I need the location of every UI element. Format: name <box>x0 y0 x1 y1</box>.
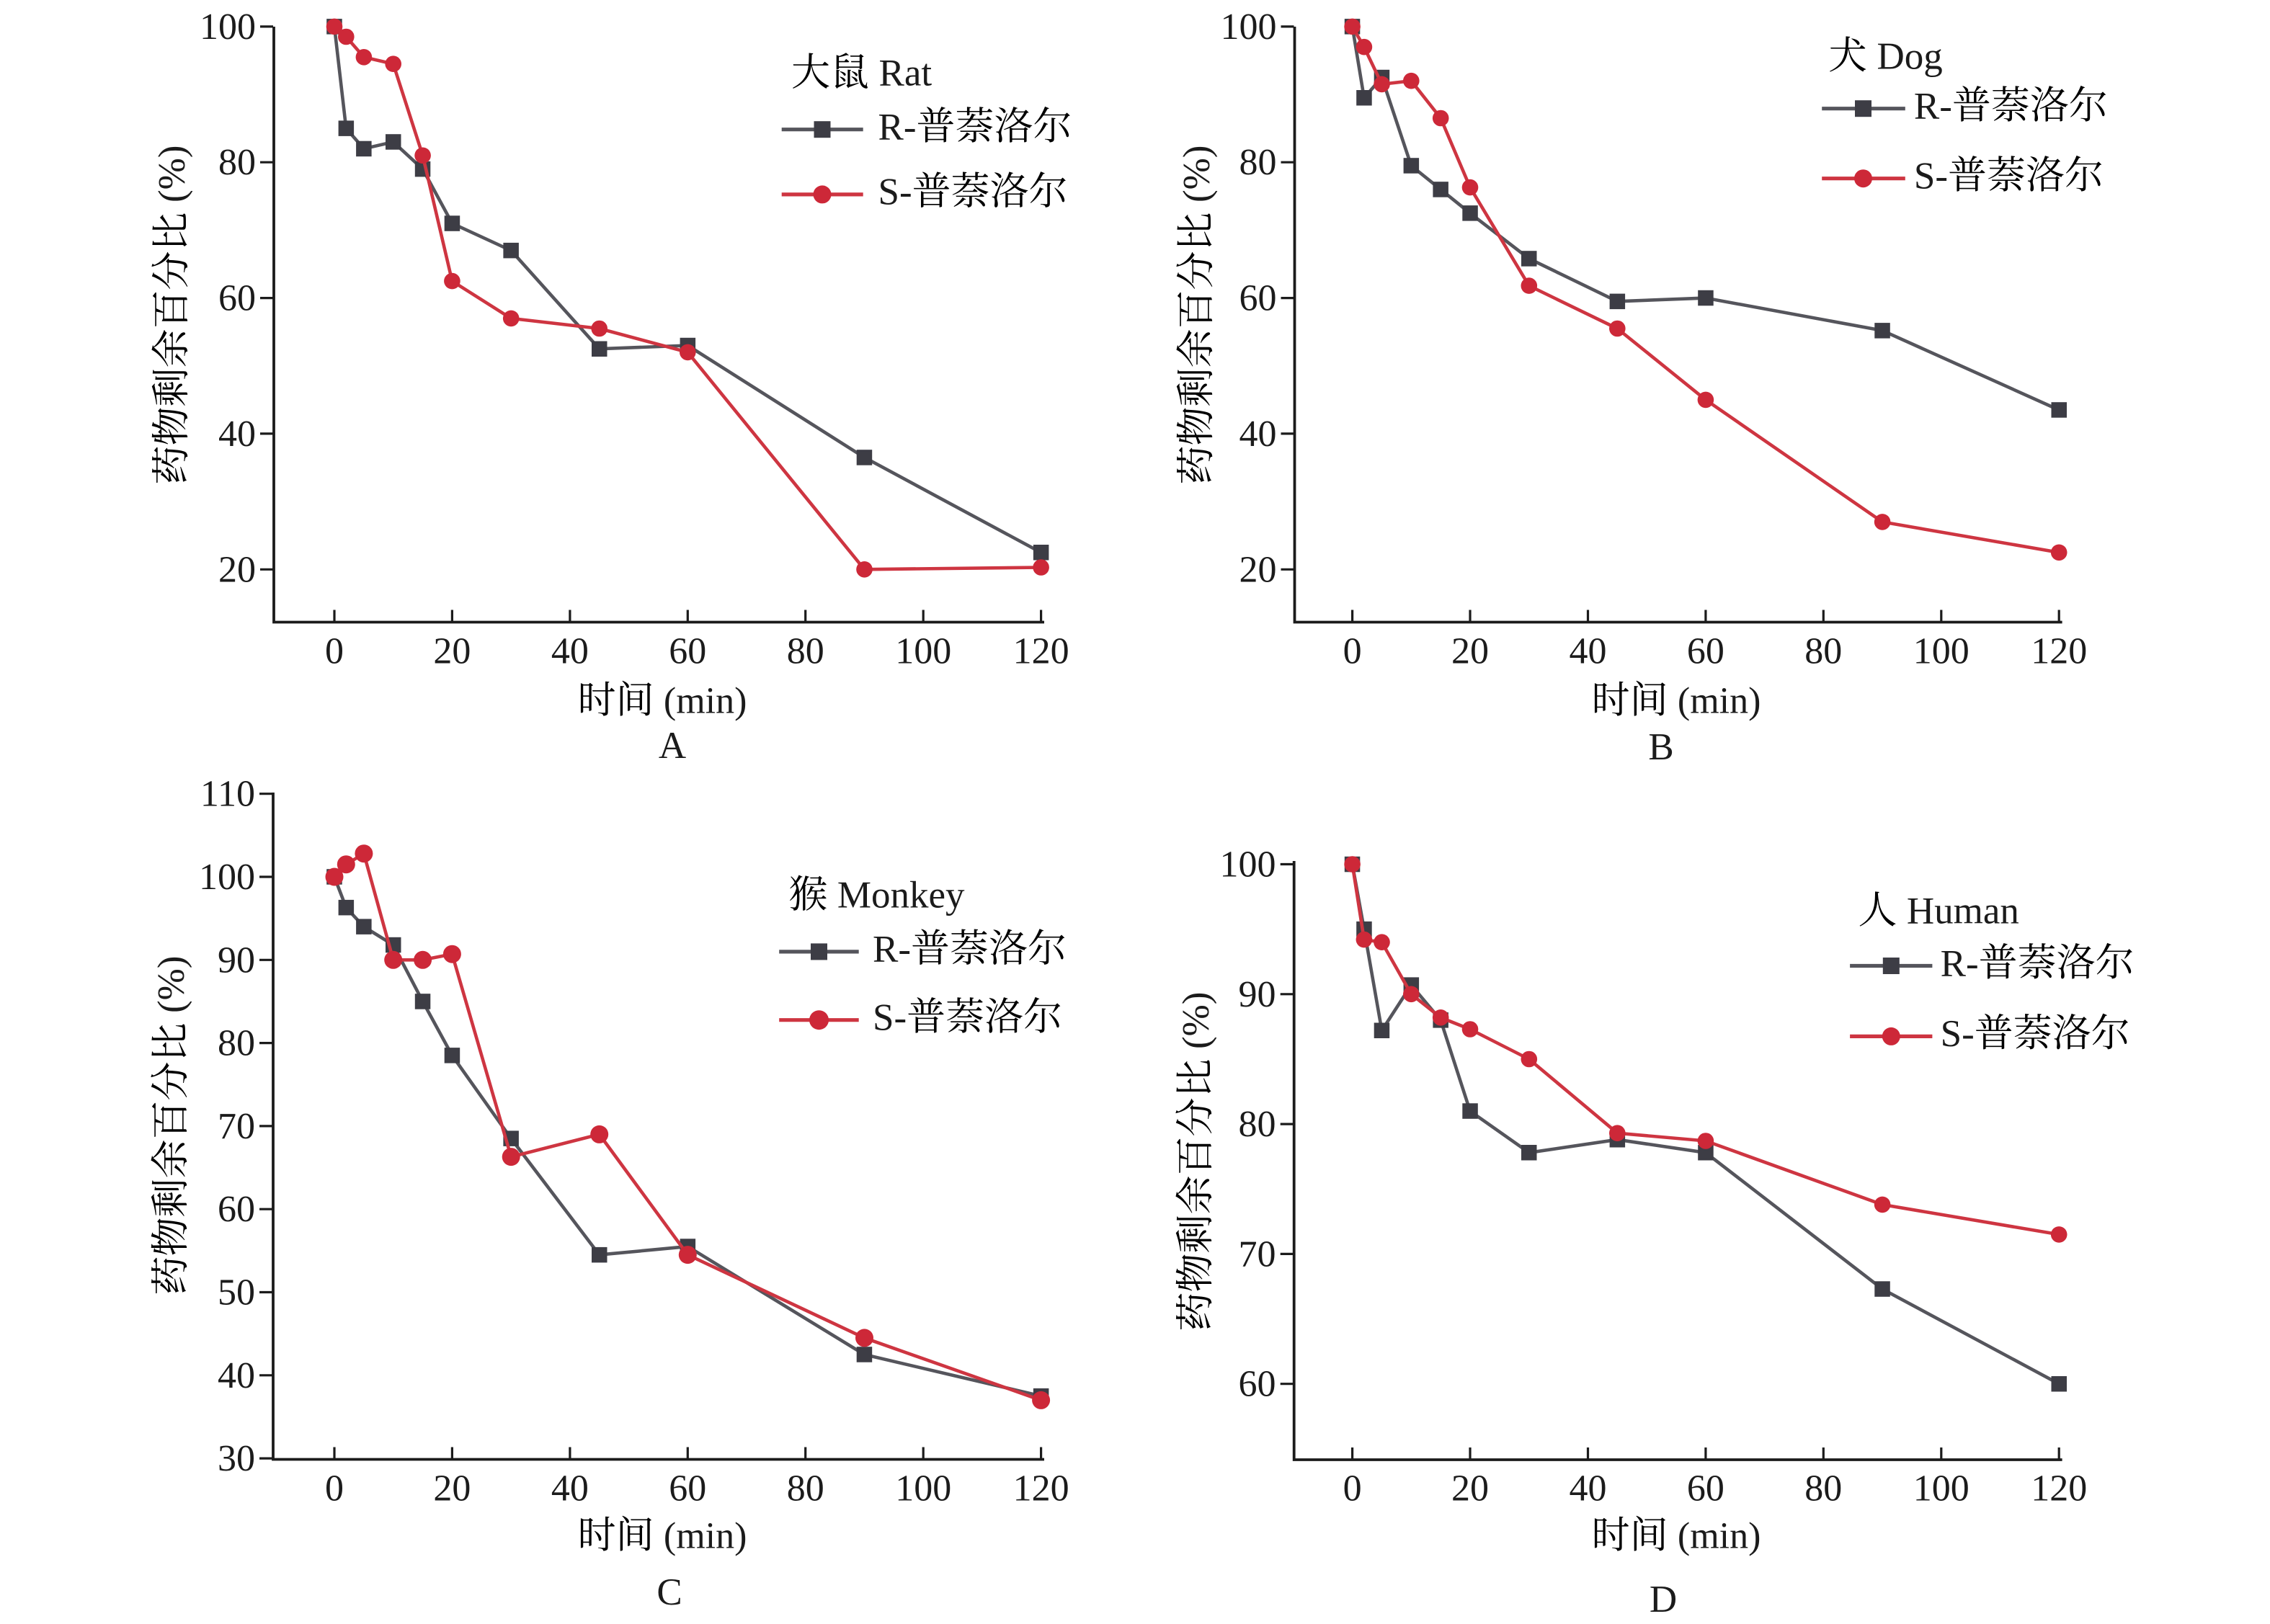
svg-text:0: 0 <box>1343 1468 1362 1509</box>
svg-text:80: 80 <box>218 142 256 183</box>
svg-text:R-: R- <box>1941 942 1979 984</box>
svg-text:40: 40 <box>218 414 256 455</box>
svg-text:20: 20 <box>218 549 256 590</box>
svg-text:(min): (min) <box>1678 1516 1761 1557</box>
svg-text:40: 40 <box>551 631 589 672</box>
svg-text:S-: S- <box>873 997 907 1039</box>
svg-text:120: 120 <box>2031 631 2087 672</box>
svg-text:100: 100 <box>1913 1468 1969 1509</box>
svg-text:(min): (min) <box>664 681 747 722</box>
svg-text:100: 100 <box>1221 6 1277 48</box>
svg-text:100: 100 <box>1220 844 1276 885</box>
svg-text:0: 0 <box>1343 631 1362 672</box>
svg-text:60: 60 <box>669 631 706 672</box>
svg-text:80: 80 <box>1804 631 1842 672</box>
svg-text:50: 50 <box>218 1272 255 1313</box>
svg-text:120: 120 <box>1013 1468 1069 1509</box>
svg-text:60: 60 <box>669 1468 706 1509</box>
svg-text:20: 20 <box>1239 549 1277 590</box>
svg-text:80: 80 <box>1804 1468 1842 1509</box>
svg-text:30: 30 <box>218 1438 255 1479</box>
svg-text:100: 100 <box>199 857 255 898</box>
svg-text:S-: S- <box>1914 156 1948 197</box>
svg-text:(min): (min) <box>1678 681 1761 722</box>
svg-text:0: 0 <box>325 1468 344 1509</box>
svg-text:100: 100 <box>1913 631 1969 672</box>
svg-text:110: 110 <box>200 774 255 815</box>
svg-text:(%): (%) <box>1176 146 1218 202</box>
svg-text:60: 60 <box>218 278 256 319</box>
svg-text:80: 80 <box>787 631 824 672</box>
svg-text:60: 60 <box>1687 1468 1724 1509</box>
svg-text:(min): (min) <box>664 1516 747 1557</box>
svg-text:70: 70 <box>1239 1233 1276 1275</box>
svg-text:R-: R- <box>873 929 911 971</box>
svg-text:40: 40 <box>1239 414 1277 455</box>
svg-text:R-: R- <box>1914 86 1952 128</box>
svg-text:Dog: Dog <box>1877 36 1943 78</box>
svg-text:S-: S- <box>878 171 912 213</box>
svg-text:R-: R- <box>878 107 917 148</box>
svg-text:80: 80 <box>218 1023 255 1064</box>
svg-text:90: 90 <box>1239 974 1276 1015</box>
svg-text:(%): (%) <box>151 146 193 202</box>
svg-text:60: 60 <box>1687 631 1724 672</box>
svg-text:Human: Human <box>1907 891 2019 932</box>
svg-text:80: 80 <box>1239 1104 1276 1145</box>
svg-text:80: 80 <box>1239 142 1277 183</box>
svg-text:20: 20 <box>433 1468 471 1509</box>
svg-text:60: 60 <box>1239 278 1277 319</box>
svg-text:60: 60 <box>1239 1364 1276 1405</box>
svg-text:40: 40 <box>218 1355 255 1396</box>
svg-text:Rat: Rat <box>879 53 933 94</box>
svg-text:(%): (%) <box>1175 992 1217 1049</box>
svg-text:90: 90 <box>218 940 255 981</box>
svg-text:40: 40 <box>1570 1468 1607 1509</box>
svg-text:80: 80 <box>787 1468 824 1509</box>
svg-text:20: 20 <box>433 631 471 672</box>
svg-text:20: 20 <box>1451 1468 1489 1509</box>
svg-text:S-: S- <box>1941 1013 1975 1055</box>
svg-text:120: 120 <box>2031 1468 2087 1509</box>
svg-text:40: 40 <box>551 1468 589 1509</box>
svg-text:100: 100 <box>895 631 951 672</box>
svg-text:D: D <box>1650 1579 1677 1620</box>
svg-text:Monkey: Monkey <box>837 875 965 916</box>
svg-text:40: 40 <box>1570 631 1607 672</box>
svg-text:100: 100 <box>200 6 256 48</box>
svg-text:120: 120 <box>1013 631 1069 672</box>
svg-text:A: A <box>659 725 686 767</box>
svg-text:(%): (%) <box>151 956 192 1013</box>
svg-text:60: 60 <box>218 1189 255 1230</box>
svg-text:20: 20 <box>1451 631 1489 672</box>
svg-text:70: 70 <box>218 1106 255 1147</box>
svg-text:B: B <box>1648 726 1673 768</box>
svg-text:0: 0 <box>325 631 344 672</box>
svg-text:100: 100 <box>895 1468 951 1509</box>
svg-text:C: C <box>656 1571 682 1613</box>
